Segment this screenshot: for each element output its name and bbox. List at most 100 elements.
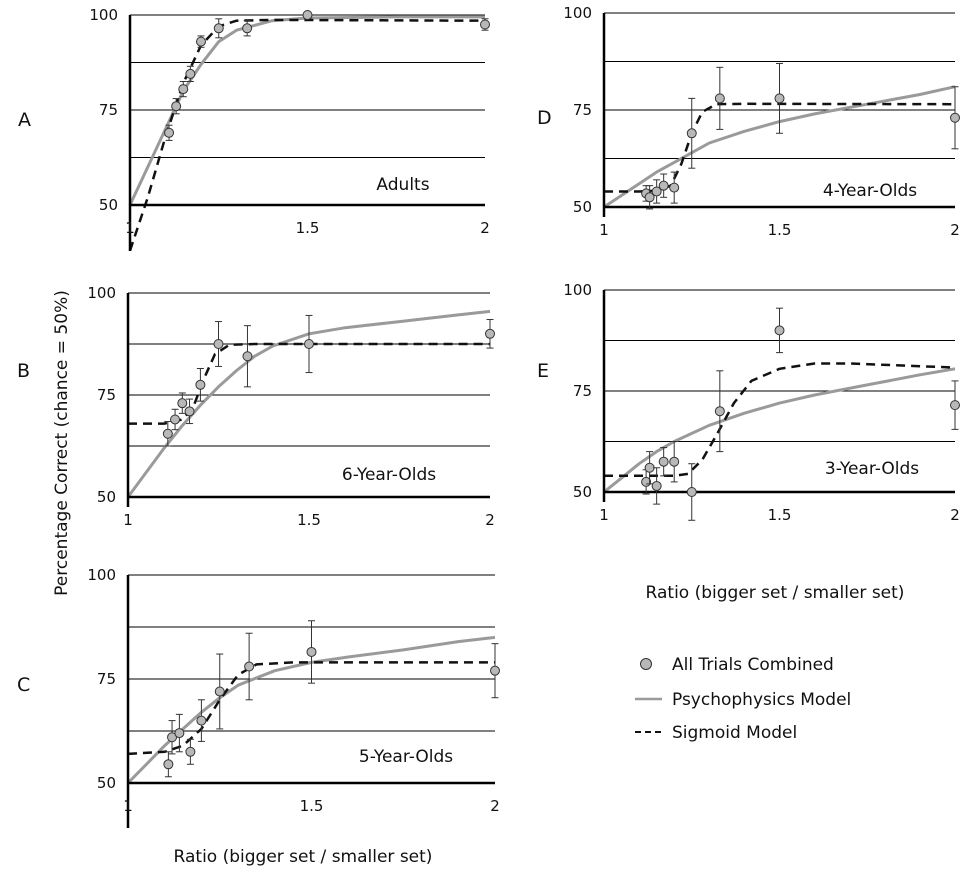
x-tick-label: 1.5 — [768, 506, 792, 524]
legend-label-psychophysics: Psychophysics Model — [672, 690, 851, 710]
data-point — [162, 428, 173, 439]
psychophysics-curve — [126, 309, 491, 498]
data-point — [196, 715, 207, 726]
y-tick-label: 50 — [97, 488, 116, 506]
data-point — [171, 101, 182, 112]
psychophysics-curve — [603, 367, 956, 494]
data-point — [242, 23, 253, 34]
y-tick-label: 50 — [97, 774, 116, 792]
data-point — [185, 68, 196, 79]
psychophysics-curve — [126, 635, 496, 785]
data-point — [651, 480, 662, 491]
panel-a: 50 75 100 1 1.5 2 A Adults — [18, 6, 490, 251]
data-point — [174, 728, 185, 739]
data-point — [658, 456, 669, 467]
x-tick-label: 1.5 — [296, 219, 320, 237]
panel-e: 50 75 100 1 1.5 2 E 3-Year-Olds — [537, 281, 960, 524]
y-tick-label: 100 — [87, 566, 116, 584]
x-tick-label: 2 — [950, 506, 960, 524]
data-point — [774, 325, 785, 336]
data-point — [195, 379, 206, 390]
data-point — [658, 180, 669, 191]
x-axis-title-left: Ratio (bigger set / smaller set) — [174, 847, 433, 867]
legend: All Trials Combined Psychophysics Model … — [635, 655, 851, 743]
data-point — [185, 746, 196, 757]
data-point — [214, 686, 225, 697]
data-point — [302, 10, 313, 20]
data-point — [167, 732, 178, 743]
data-point — [184, 406, 195, 417]
y-tick-label: 100 — [87, 284, 116, 302]
panel-c: 50 75 100 1 1.5 2 C 5-Year-Olds — [17, 566, 500, 828]
data-point — [714, 406, 725, 417]
group-label: 6-Year-Olds — [342, 465, 436, 485]
y-tick-label: 75 — [97, 386, 116, 404]
psychophysics-curve — [128, 15, 485, 206]
data-point — [644, 462, 655, 473]
data-point — [170, 414, 181, 425]
sigmoid-curve — [128, 18, 486, 251]
y-tick-label: 75 — [97, 670, 116, 688]
x-tick-label: 1 — [123, 511, 133, 529]
data-point — [644, 192, 655, 203]
x-tick-label: 2 — [490, 797, 500, 815]
data-point — [490, 665, 500, 676]
x-tick-label: 1 — [599, 221, 609, 239]
y-tick-label: 100 — [563, 4, 592, 22]
data-point — [164, 127, 175, 138]
data-point — [163, 759, 174, 770]
panel-letter: B — [17, 360, 30, 382]
data-point — [714, 93, 725, 104]
panel-b: 50 75 100 1 1.5 2 B 6-Year-Olds — [17, 284, 495, 529]
x-tick-label: 1.5 — [297, 511, 321, 529]
data-point — [950, 400, 960, 411]
group-label: 5-Year-Olds — [359, 747, 453, 767]
data-point — [306, 646, 317, 657]
psychophysics-curve — [603, 85, 956, 209]
legend-marker-all-trials — [640, 658, 652, 670]
data-point — [480, 19, 490, 30]
data-point — [669, 456, 680, 467]
y-axis-title: Percentage Correct (chance = 50%) — [52, 290, 72, 596]
data-point — [686, 487, 697, 497]
data-point — [213, 23, 224, 34]
data-point — [177, 398, 188, 409]
data-point — [774, 93, 785, 104]
y-tick-label: 75 — [99, 101, 118, 119]
y-tick-label: 75 — [573, 101, 592, 119]
data-point — [686, 128, 697, 139]
data-point — [950, 112, 960, 123]
group-label: Adults — [376, 175, 429, 195]
x-axis-title-right: Ratio (bigger set / smaller set) — [646, 583, 905, 603]
x-tick-label: 1 — [599, 506, 609, 524]
data-point — [242, 351, 253, 362]
y-tick-label: 100 — [563, 281, 592, 299]
data-point — [669, 182, 680, 193]
data-point — [651, 186, 662, 197]
group-label: 4-Year-Olds — [823, 181, 917, 201]
x-tick-label: 1.5 — [300, 797, 324, 815]
data-point — [304, 339, 314, 349]
data-point — [213, 339, 224, 349]
y-tick-label: 50 — [99, 196, 118, 214]
data-point — [485, 328, 495, 339]
sigmoid-curve — [604, 102, 956, 193]
data-point — [244, 661, 255, 672]
sigmoid-curve — [604, 362, 956, 478]
group-label: 3-Year-Olds — [825, 459, 919, 479]
x-tick-label: 2 — [485, 511, 495, 529]
y-tick-label: 100 — [89, 6, 118, 24]
panel-letter: E — [537, 360, 549, 382]
data-point — [196, 36, 206, 47]
panel-letter: C — [17, 674, 30, 696]
x-tick-label: 1.5 — [768, 221, 792, 239]
y-tick-label: 50 — [573, 198, 592, 216]
panel-letter: D — [537, 107, 552, 129]
x-tick-label: 2 — [480, 219, 490, 237]
data-point — [178, 84, 189, 95]
y-tick-label: 50 — [573, 483, 592, 501]
x-tick-label: 2 — [950, 221, 960, 239]
panel-letter: A — [18, 109, 31, 131]
x-tick-label: 1 — [123, 797, 133, 815]
